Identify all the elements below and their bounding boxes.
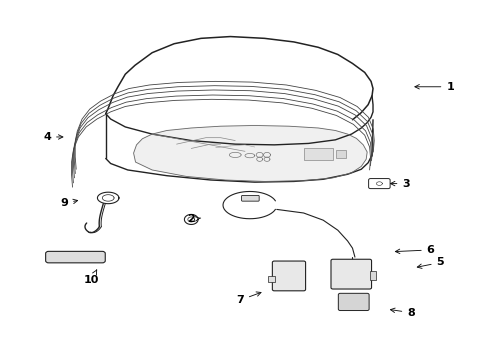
Text: 2: 2 <box>187 215 200 224</box>
Text: 9: 9 <box>60 198 77 208</box>
Bar <box>304 148 333 160</box>
Bar <box>336 149 345 158</box>
Bar <box>269 276 275 282</box>
FancyBboxPatch shape <box>331 259 371 289</box>
Text: 8: 8 <box>391 308 415 318</box>
FancyBboxPatch shape <box>242 195 259 201</box>
Polygon shape <box>134 126 367 181</box>
Text: 3: 3 <box>391 179 410 189</box>
FancyBboxPatch shape <box>338 293 369 311</box>
Text: 10: 10 <box>83 270 99 285</box>
Text: 6: 6 <box>395 245 435 255</box>
Text: 1: 1 <box>415 82 454 92</box>
Text: 7: 7 <box>236 292 261 305</box>
Text: 4: 4 <box>43 132 63 142</box>
Bar <box>369 271 376 280</box>
Polygon shape <box>106 37 373 120</box>
Text: 5: 5 <box>417 257 444 269</box>
FancyBboxPatch shape <box>272 261 306 291</box>
FancyBboxPatch shape <box>46 251 105 263</box>
FancyBboxPatch shape <box>368 179 390 189</box>
